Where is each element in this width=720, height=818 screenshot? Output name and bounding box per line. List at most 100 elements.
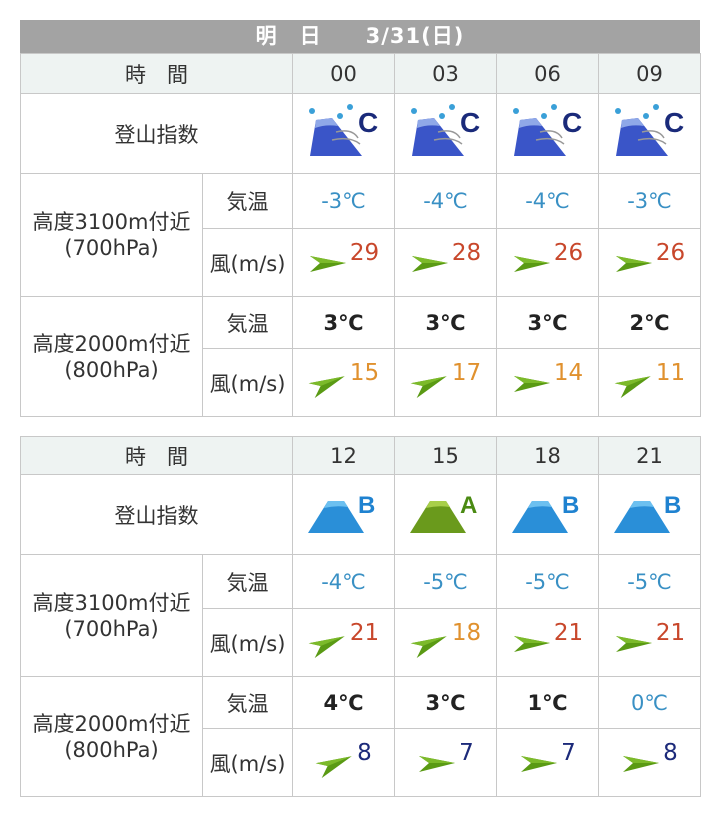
wind-cell: 18 [394, 608, 497, 677]
wind-speed: 29 [349, 239, 380, 266]
wind-cell: 8 [598, 728, 701, 797]
temperature-cell: 1℃ [496, 676, 599, 729]
wind-arrow-icon [315, 755, 352, 778]
altitude-label: 高度2000m付近 (800hPa) [20, 296, 203, 417]
index-cell: B [598, 474, 701, 555]
wind-cell: 21 [598, 608, 701, 677]
svg-text:B: B [562, 492, 579, 519]
wind-speed: 15 [349, 359, 380, 386]
wind-arrow-icon [615, 255, 652, 272]
wind-arrow-icon [410, 375, 447, 398]
temp-label: 気温 [202, 676, 293, 729]
wind-label: 風(m/s) [202, 228, 293, 297]
index-cell: C [598, 93, 701, 174]
wind-cell: 21 [292, 608, 395, 677]
time-cell: 09 [598, 53, 701, 94]
wind-speed: 28 [451, 239, 482, 266]
time-cell: 06 [496, 53, 599, 94]
index-cell: C [292, 93, 395, 174]
time-cell: 15 [394, 436, 497, 475]
svg-text:C: C [562, 107, 582, 138]
time-label: 時 間 [20, 53, 293, 94]
wind-arrow-icon [410, 635, 447, 658]
wind-speed: 26 [655, 239, 686, 266]
altitude-label: 高度3100m付近 (700hPa) [20, 554, 203, 677]
forecast-table: 時 間 00 03 06 09 登山指数 C C C C 高度3100m付近 (700hPa) 気温 -3… [20, 53, 701, 417]
temperature-cell: 3℃ [394, 676, 497, 729]
mountain-rain-wind-icon: C [410, 104, 480, 156]
svg-text:B: B [358, 492, 375, 519]
index-cell: C [394, 93, 497, 174]
wind-cell: 11 [598, 348, 701, 417]
wind-speed: 21 [349, 619, 380, 646]
index-cell: A [394, 474, 497, 555]
index-label: 登山指数 [20, 474, 293, 555]
altitude-label: 高度2000m付近 (800hPa) [20, 676, 203, 797]
altitude-text: 高度3100m付近 [32, 210, 191, 234]
temperature-cell: -3℃ [598, 173, 701, 229]
wind-speed: 21 [553, 619, 584, 646]
wind-arrow-icon [614, 375, 651, 398]
temp-label: 気温 [202, 173, 293, 229]
pressure-text: (800hPa) [64, 357, 159, 382]
wind-arrow-icon [308, 635, 345, 658]
wind-arrow-icon [521, 755, 558, 772]
mountain-icon: B [511, 492, 579, 533]
mountain-icon: B [613, 492, 681, 533]
temperature-cell: 0℃ [598, 676, 701, 729]
temperature-cell: 4℃ [292, 676, 395, 729]
wind-speed: 7 [459, 739, 474, 766]
wind-label: 風(m/s) [202, 608, 293, 677]
wind-arrow-icon [309, 255, 346, 272]
forecast-table: 時 間 12 15 18 21 登山指数 B A B B 高度3100m付近 (700hPa) 気温 -4… [20, 436, 701, 797]
wind-cell: 15 [292, 348, 395, 417]
temperature-cell: -4℃ [496, 173, 599, 229]
temperature-cell: -5℃ [496, 554, 599, 609]
wind-arrow-icon [411, 255, 448, 272]
wind-cell: 28 [394, 228, 497, 297]
wind-speed: 7 [561, 739, 576, 766]
svg-text:A: A [460, 492, 477, 519]
mountain-icon: B [307, 492, 375, 533]
wind-arrow-icon [513, 375, 550, 392]
mountain-rain-wind-icon: C [614, 104, 684, 156]
wind-speed: 8 [357, 739, 372, 766]
altitude-text: 高度2000m付近 [32, 331, 191, 356]
time-cell: 21 [598, 436, 701, 475]
temperature-cell: -5℃ [394, 554, 497, 609]
temp-label: 気温 [202, 296, 293, 349]
wind-speed: 26 [553, 239, 584, 266]
temperature-cell: -4℃ [394, 173, 497, 229]
wind-arrow-icon [513, 635, 550, 652]
wind-cell: 17 [394, 348, 497, 417]
wind-speed: 11 [655, 359, 686, 386]
date-header: 明 日 3/31(日) [20, 20, 700, 53]
wind-speed: 18 [451, 619, 482, 646]
wind-arrow-icon [615, 635, 652, 652]
temperature-cell: 2℃ [598, 296, 701, 349]
time-cell: 00 [292, 53, 395, 94]
wind-speed: 17 [451, 359, 482, 386]
temperature-cell: -3℃ [292, 173, 395, 229]
wind-cell: 7 [394, 728, 497, 797]
time-label: 時 間 [20, 436, 293, 475]
wind-label: 風(m/s) [202, 348, 293, 417]
index-label: 登山指数 [20, 93, 293, 174]
svg-text:C: C [358, 107, 378, 138]
temperature-cell: -5℃ [598, 554, 701, 609]
temperature-cell: 3℃ [292, 296, 395, 349]
time-cell: 18 [496, 436, 599, 475]
mountain-rain-wind-icon: C [308, 104, 378, 156]
altitude-label: 高度3100m付近 (700hPa) [20, 173, 203, 297]
wind-arrow-icon [419, 755, 456, 772]
wind-cell: 26 [598, 228, 701, 297]
mountain-icon: A [409, 492, 477, 533]
pressure-text: (700hPa) [64, 236, 159, 260]
pressure-text: (700hPa) [64, 616, 159, 641]
wind-arrow-icon [513, 255, 550, 272]
wind-cell: 21 [496, 608, 599, 677]
index-cell: C [496, 93, 599, 174]
index-cell: B [496, 474, 599, 555]
svg-text:B: B [664, 492, 681, 519]
altitude-text: 高度3100m付近 [32, 590, 191, 615]
